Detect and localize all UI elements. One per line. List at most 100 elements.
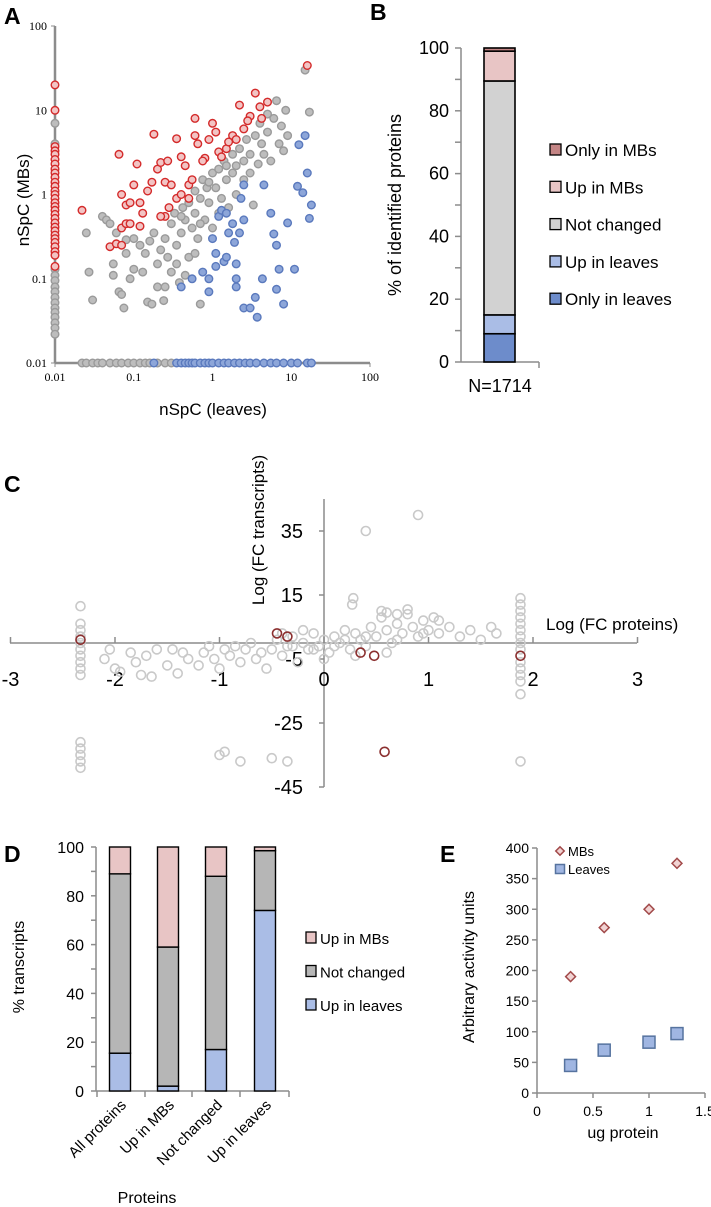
point bbox=[214, 663, 225, 674]
y-tick-label: 0.1 bbox=[32, 272, 47, 286]
point-up-in-leaves bbox=[228, 219, 238, 229]
y-tick-label: 60 bbox=[429, 164, 449, 184]
point bbox=[381, 624, 393, 636]
bar-segment-up-in-mbs bbox=[483, 50, 516, 82]
point-only-in-leaves bbox=[251, 358, 261, 368]
point-not-changed bbox=[259, 149, 269, 159]
y-tick-label: 50 bbox=[513, 1054, 529, 1070]
point-up-in-leaves bbox=[204, 287, 214, 297]
point-highlighted bbox=[282, 631, 293, 642]
x-tick-label: 3 bbox=[632, 669, 643, 691]
point bbox=[75, 650, 86, 662]
point-up-in-leaves bbox=[259, 180, 269, 190]
point bbox=[235, 756, 246, 767]
x-tick-label: -2 bbox=[106, 669, 124, 691]
point-up-in-leaves bbox=[272, 240, 282, 250]
point-up-in-mbs bbox=[216, 152, 226, 162]
point bbox=[214, 749, 225, 761]
point bbox=[350, 628, 361, 639]
point bbox=[167, 644, 178, 655]
point bbox=[407, 621, 419, 633]
y-tick-label: 100 bbox=[419, 38, 449, 58]
bar-segment-up-in-mbs bbox=[108, 846, 132, 875]
point-not-changed bbox=[207, 168, 217, 178]
point bbox=[381, 647, 393, 658]
point-not-changed bbox=[156, 245, 166, 255]
category-label: N=1714 bbox=[468, 376, 532, 396]
point-up-in-leaves bbox=[279, 299, 289, 309]
point bbox=[282, 756, 293, 767]
point bbox=[515, 592, 526, 604]
point-up-in-mbs bbox=[243, 116, 253, 126]
point bbox=[250, 653, 262, 665]
point bbox=[229, 640, 241, 652]
x-axis-label: Proteins bbox=[118, 1190, 177, 1207]
point-up-in-mbs bbox=[163, 156, 173, 166]
panel-b-stacked-bar: 0 20 40 60 80 100 N=1714 % of identified protei… bbox=[385, 38, 672, 396]
panel-label-c: C bbox=[4, 471, 21, 497]
point bbox=[417, 628, 429, 639]
point bbox=[323, 647, 335, 658]
y-tick-label: 300 bbox=[506, 901, 530, 917]
point bbox=[276, 628, 288, 639]
point bbox=[475, 634, 487, 646]
point bbox=[75, 743, 86, 754]
point-up-in-leaves bbox=[236, 193, 246, 203]
point-up-in-leaves bbox=[231, 259, 241, 269]
legend-swatch bbox=[549, 180, 562, 193]
x-tick-label: 0 bbox=[533, 1103, 541, 1119]
point-not-changed bbox=[231, 161, 241, 171]
x-tick-label: 2 bbox=[527, 669, 538, 691]
point-up-in-mbs bbox=[164, 203, 174, 213]
point-up-in-mbs bbox=[117, 189, 127, 199]
point bbox=[135, 669, 147, 681]
point-up-in-mbs bbox=[302, 61, 312, 71]
point-not-changed bbox=[129, 264, 139, 274]
point bbox=[75, 756, 86, 767]
bar-segment-not-changed bbox=[156, 946, 180, 1087]
point-up-in-leaves bbox=[293, 181, 303, 191]
point-up-in-leaves bbox=[211, 248, 221, 258]
point bbox=[485, 621, 497, 633]
point bbox=[75, 663, 86, 674]
y-tick-label: 0 bbox=[521, 1085, 529, 1101]
point-not-changed bbox=[204, 177, 214, 187]
point bbox=[386, 637, 398, 649]
point-up-in-mbs bbox=[125, 219, 135, 229]
y-tick-label: 20 bbox=[66, 1035, 84, 1052]
point bbox=[381, 607, 393, 618]
legend-marker bbox=[554, 863, 566, 875]
x-tick-label: 10 bbox=[285, 370, 297, 384]
point bbox=[515, 644, 526, 655]
point-leaves bbox=[597, 1043, 611, 1057]
point-not-changed bbox=[172, 259, 182, 269]
y-tick-label: 40 bbox=[66, 986, 84, 1003]
point-not-changed bbox=[234, 144, 244, 154]
point bbox=[402, 604, 413, 615]
point bbox=[266, 752, 278, 764]
point-up-in-leaves bbox=[187, 274, 197, 284]
point bbox=[75, 637, 86, 649]
y-tick-label: 10 bbox=[35, 103, 47, 117]
point bbox=[297, 624, 309, 636]
point bbox=[334, 637, 346, 649]
point-not-changed bbox=[245, 149, 255, 159]
point bbox=[346, 599, 358, 610]
point-up-in-leaves bbox=[300, 131, 310, 141]
point-not-changed bbox=[266, 156, 276, 166]
point-up-in-leaves bbox=[302, 168, 312, 178]
point-not-changed bbox=[304, 107, 314, 117]
point-up-in-leaves bbox=[252, 312, 262, 322]
point bbox=[423, 624, 434, 636]
point-not-changed bbox=[239, 156, 249, 166]
point-only-in-leaves bbox=[306, 358, 316, 368]
point bbox=[515, 676, 526, 687]
point bbox=[318, 634, 330, 646]
point-up-in-leaves bbox=[274, 264, 284, 274]
x-tick-label: 1 bbox=[645, 1103, 653, 1119]
point-not-changed bbox=[149, 228, 159, 238]
legend-label: Not changed bbox=[320, 965, 405, 982]
point bbox=[347, 592, 359, 604]
point-not-changed bbox=[172, 240, 182, 250]
